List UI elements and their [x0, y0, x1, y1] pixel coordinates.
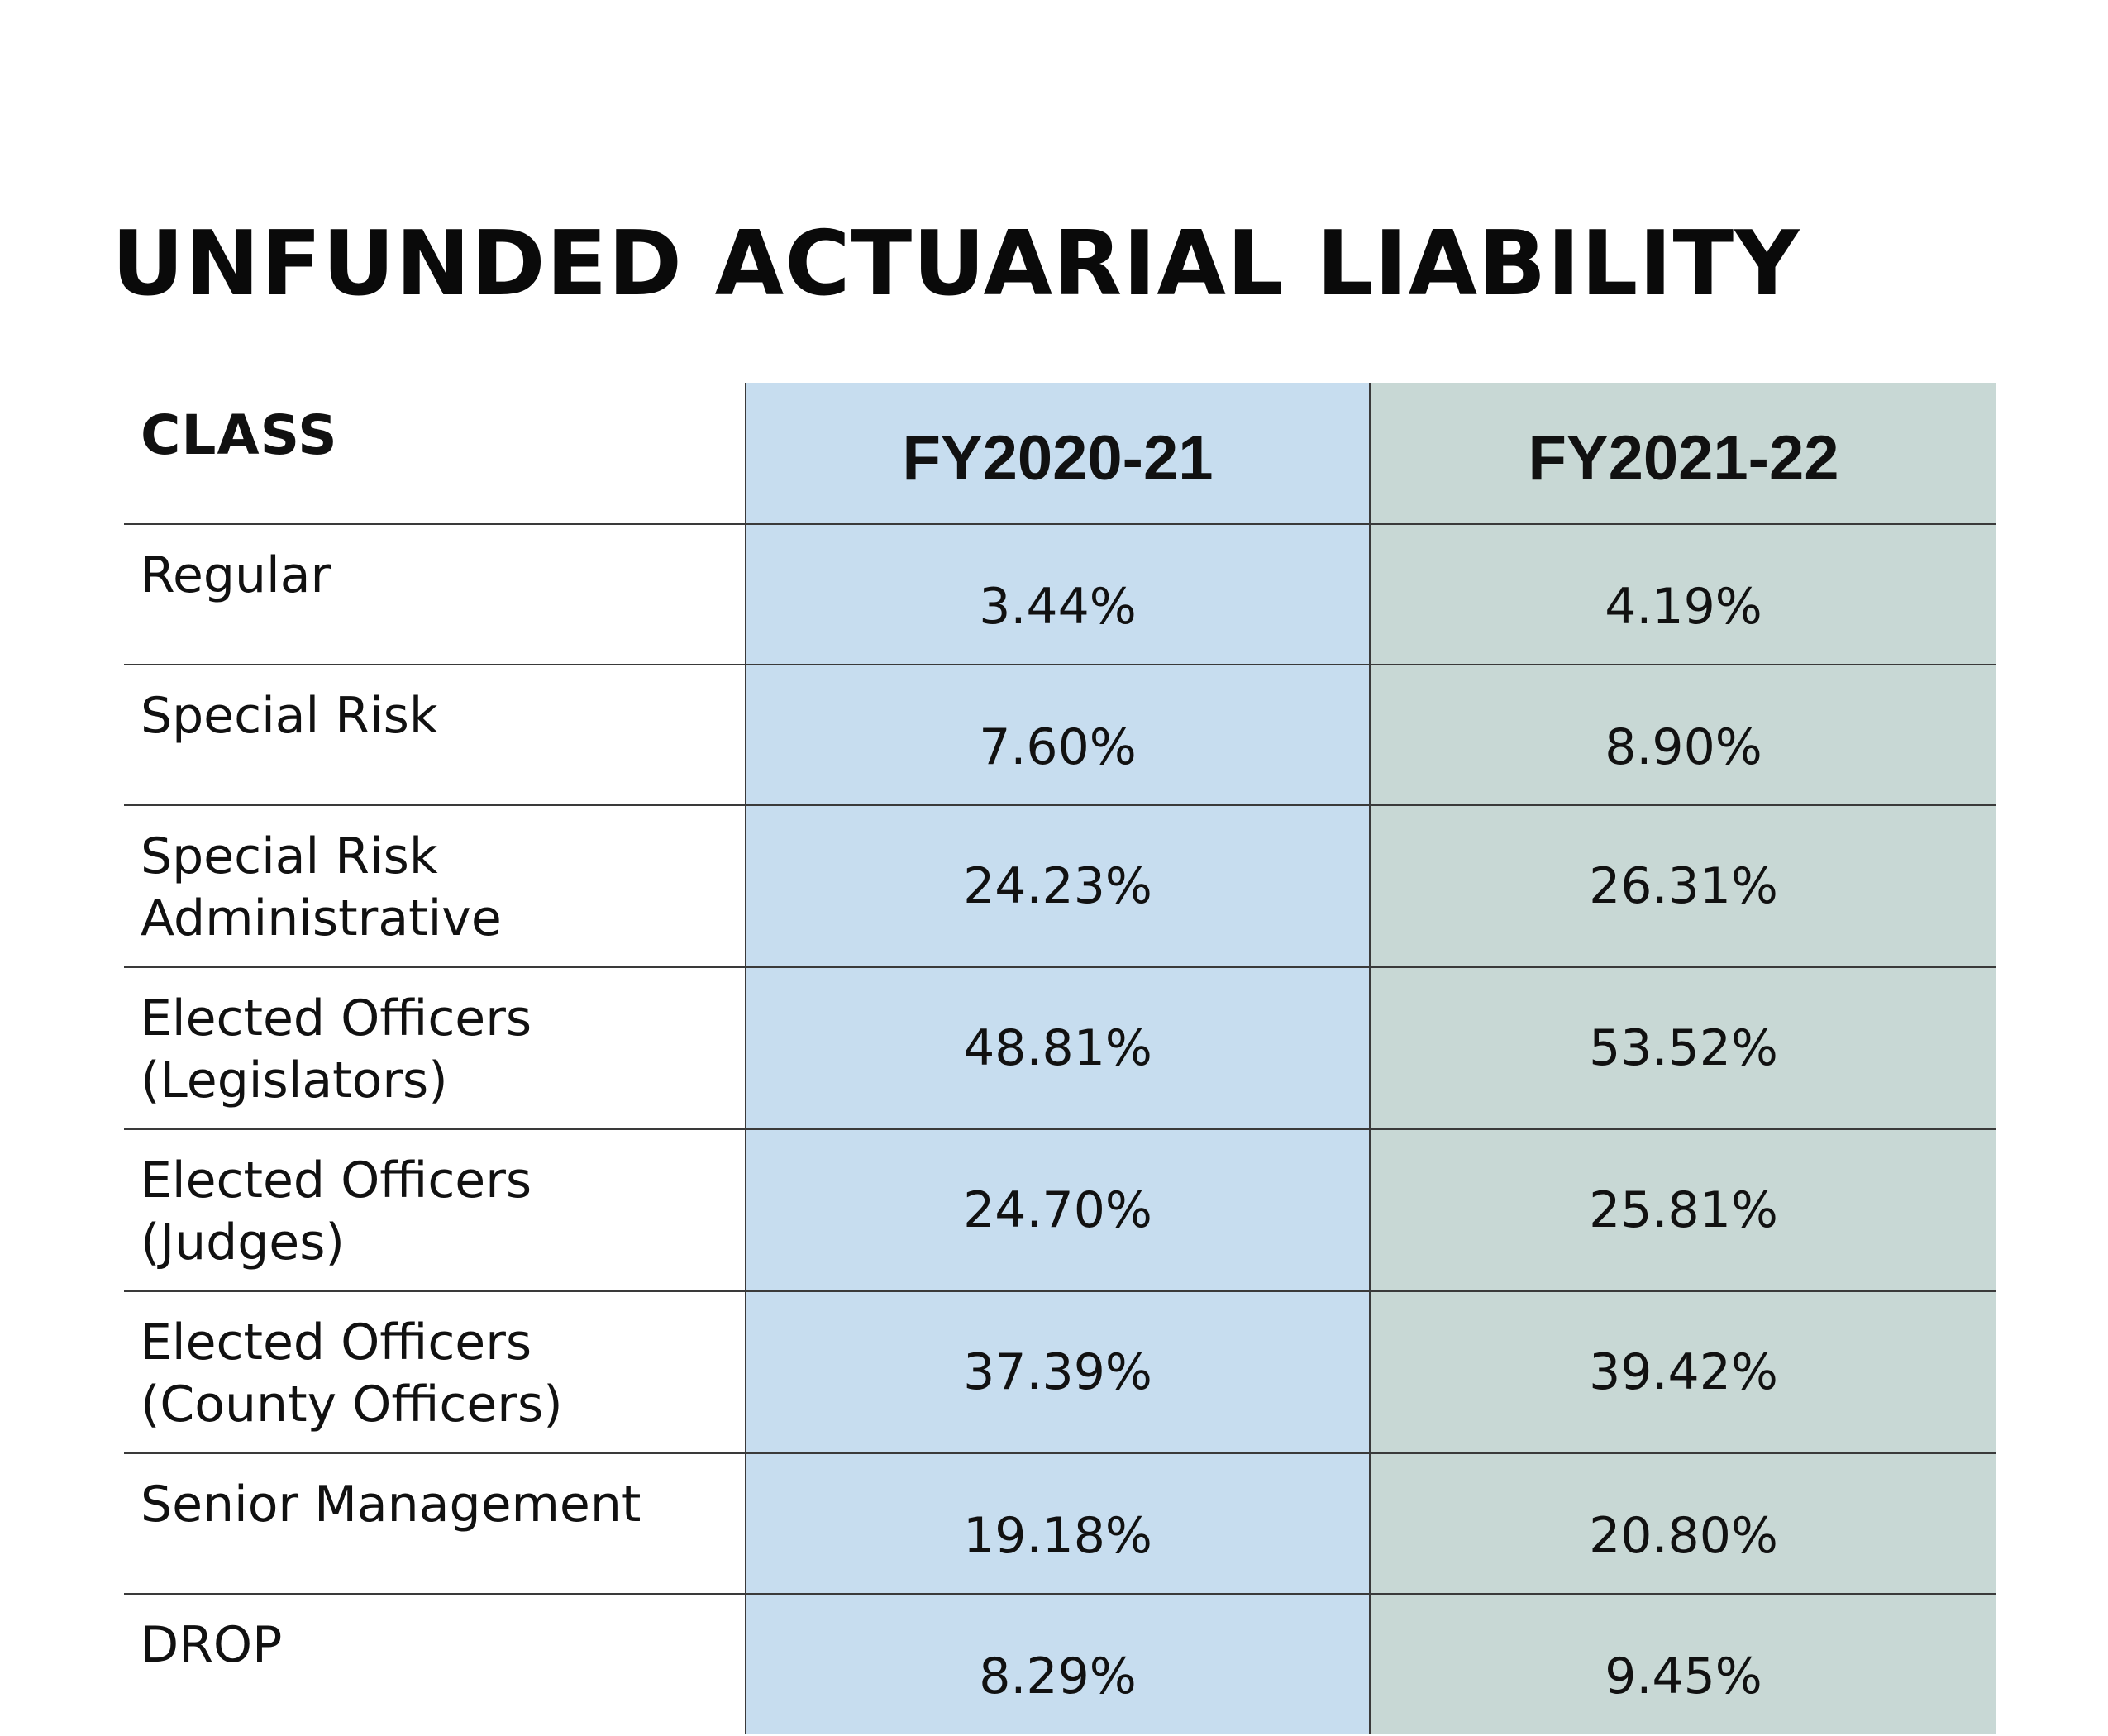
column-header-class: CLASS — [124, 383, 746, 525]
value-fy2021-22: 26.31% — [1369, 804, 1996, 967]
value-fy2020-21: 37.39% — [745, 1290, 1370, 1453]
class-label: Elected Officers — [141, 990, 532, 1047]
column-header-fy2020-21: FY2020-21 — [745, 383, 1370, 524]
value-fy2020-21: 24.23% — [745, 804, 1370, 967]
value-fy2021-22: 53.52% — [1369, 966, 1996, 1129]
value-fy2021-22: 9.45% — [1369, 1593, 1996, 1734]
table-row: DROP 8.29% 9.45% — [124, 1593, 1996, 1734]
table-header-row: CLASS FY2020-21 FY2021-22 — [124, 383, 1996, 525]
value-fy2020-21: 8.29% — [745, 1593, 1370, 1734]
class-cell: Elected Officers (Legislators) — [124, 966, 746, 1129]
table-row: Senior Management 19.18% 20.80% — [124, 1452, 1996, 1594]
value-fy2020-21: 19.18% — [745, 1452, 1370, 1594]
class-label: Elected Officers — [141, 1152, 532, 1209]
table-row: Elected Officers (Legislators) 48.81% 53… — [124, 966, 1996, 1129]
table-row: Elected Officers (Judges) 24.70% 25.81% — [124, 1128, 1996, 1291]
class-cell: Special Risk Administrative — [124, 804, 746, 967]
page-title: UNFUNDED ACTUARIAL LIABILITY — [112, 212, 1800, 316]
class-label-line2: Administrative — [141, 889, 502, 947]
class-label: DROP — [141, 1616, 283, 1674]
value-fy2020-21: 7.60% — [745, 664, 1370, 805]
table-row: Special Risk Administrative 24.23% 26.31… — [124, 804, 1996, 967]
class-cell: DROP — [124, 1593, 746, 1734]
class-label-line2: (County Officers) — [141, 1376, 563, 1433]
value-fy2020-21: 24.70% — [745, 1128, 1370, 1291]
table-row: Special Risk 7.60% 8.90% — [124, 664, 1996, 805]
liability-table: CLASS FY2020-21 FY2021-22 Regular 3.44% … — [124, 383, 1996, 1734]
class-label: Regular — [141, 546, 331, 604]
class-cell: Elected Officers (Judges) — [124, 1128, 746, 1291]
value-fy2021-22: 8.90% — [1369, 664, 1996, 805]
class-label-line2: (Judges) — [141, 1214, 345, 1271]
table-row: Regular 3.44% 4.19% — [124, 523, 1996, 665]
value-fy2021-22: 4.19% — [1369, 523, 1996, 665]
class-label-line2: (Legislators) — [141, 1052, 448, 1109]
value-fy2021-22: 20.80% — [1369, 1452, 1996, 1594]
value-fy2021-22: 25.81% — [1369, 1128, 1996, 1291]
class-cell: Elected Officers (County Officers) — [124, 1290, 746, 1453]
class-label: Special Risk — [141, 687, 438, 745]
class-cell: Senior Management — [124, 1452, 746, 1594]
class-cell: Special Risk — [124, 664, 746, 805]
value-fy2021-22: 39.42% — [1369, 1290, 1996, 1453]
table-row: Elected Officers (County Officers) 37.39… — [124, 1290, 1996, 1453]
class-label: Elected Officers — [141, 1314, 532, 1371]
class-label: Senior Management — [141, 1476, 641, 1533]
class-label: Special Risk — [141, 827, 438, 885]
value-fy2020-21: 48.81% — [745, 966, 1370, 1129]
value-fy2020-21: 3.44% — [745, 523, 1370, 665]
class-cell: Regular — [124, 523, 746, 665]
column-header-fy2021-22: FY2021-22 — [1369, 383, 1996, 524]
